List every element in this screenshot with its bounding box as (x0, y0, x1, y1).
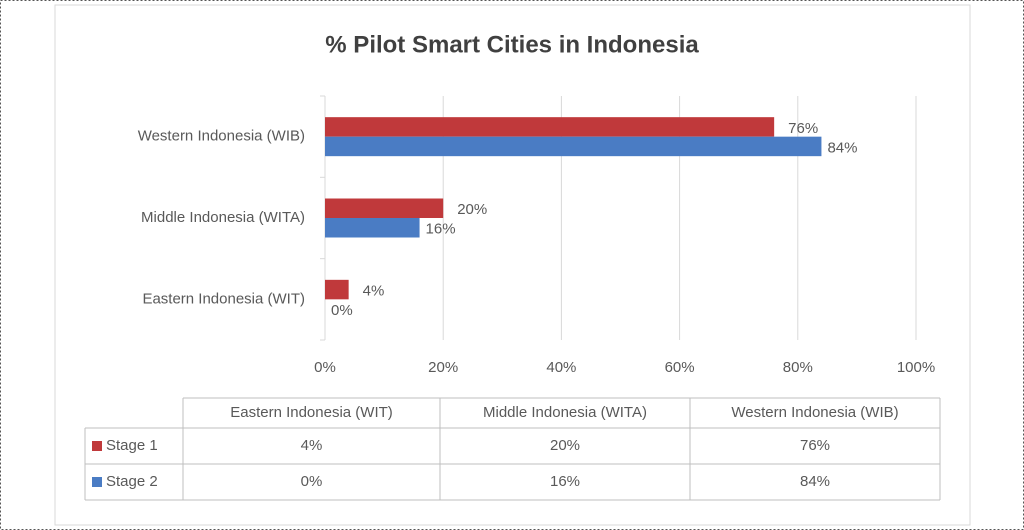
data-label: 76% (788, 120, 818, 137)
table-header: Eastern Indonesia (WIT) (230, 404, 393, 421)
table-cell: 0% (301, 473, 323, 490)
table-header: Western Indonesia (WIB) (731, 404, 898, 421)
data-label: 84% (827, 139, 857, 156)
x-tick-label: 60% (665, 359, 695, 376)
table-header: Middle Indonesia (WITA) (483, 404, 647, 421)
legend-key (92, 477, 102, 487)
legend-key (92, 441, 102, 451)
table-cell: 20% (550, 437, 580, 454)
y-tick-label: Middle Indonesia (WITA) (141, 209, 305, 226)
x-tick-label: 40% (546, 359, 576, 376)
bar (325, 198, 444, 218)
table-cell: 76% (800, 437, 830, 454)
chart-area (54, 4, 971, 526)
x-tick-label: 80% (783, 359, 813, 376)
x-tick-label: 0% (314, 359, 336, 376)
bar (325, 279, 349, 300)
bar (325, 218, 420, 238)
y-tick-label: Western Indonesia (WIB) (138, 128, 305, 145)
table-cell: 84% (800, 473, 830, 490)
legend-label: Stage 1 (106, 437, 158, 454)
data-label: 4% (363, 283, 385, 300)
data-label: 0% (331, 302, 353, 319)
x-tick-label: 100% (897, 359, 935, 376)
bar (325, 136, 822, 157)
y-tick-label: Eastern Indonesia (WIT) (142, 290, 305, 307)
table-cell: 16% (550, 473, 580, 490)
legend-label: Stage 2 (106, 473, 158, 490)
x-tick-label: 20% (428, 359, 458, 376)
data-label: 20% (457, 201, 487, 218)
data-label: 16% (426, 221, 456, 238)
chart-title: % Pilot Smart Cities in Indonesia (325, 31, 699, 58)
table-cell: 4% (301, 437, 323, 454)
bar (325, 117, 775, 137)
